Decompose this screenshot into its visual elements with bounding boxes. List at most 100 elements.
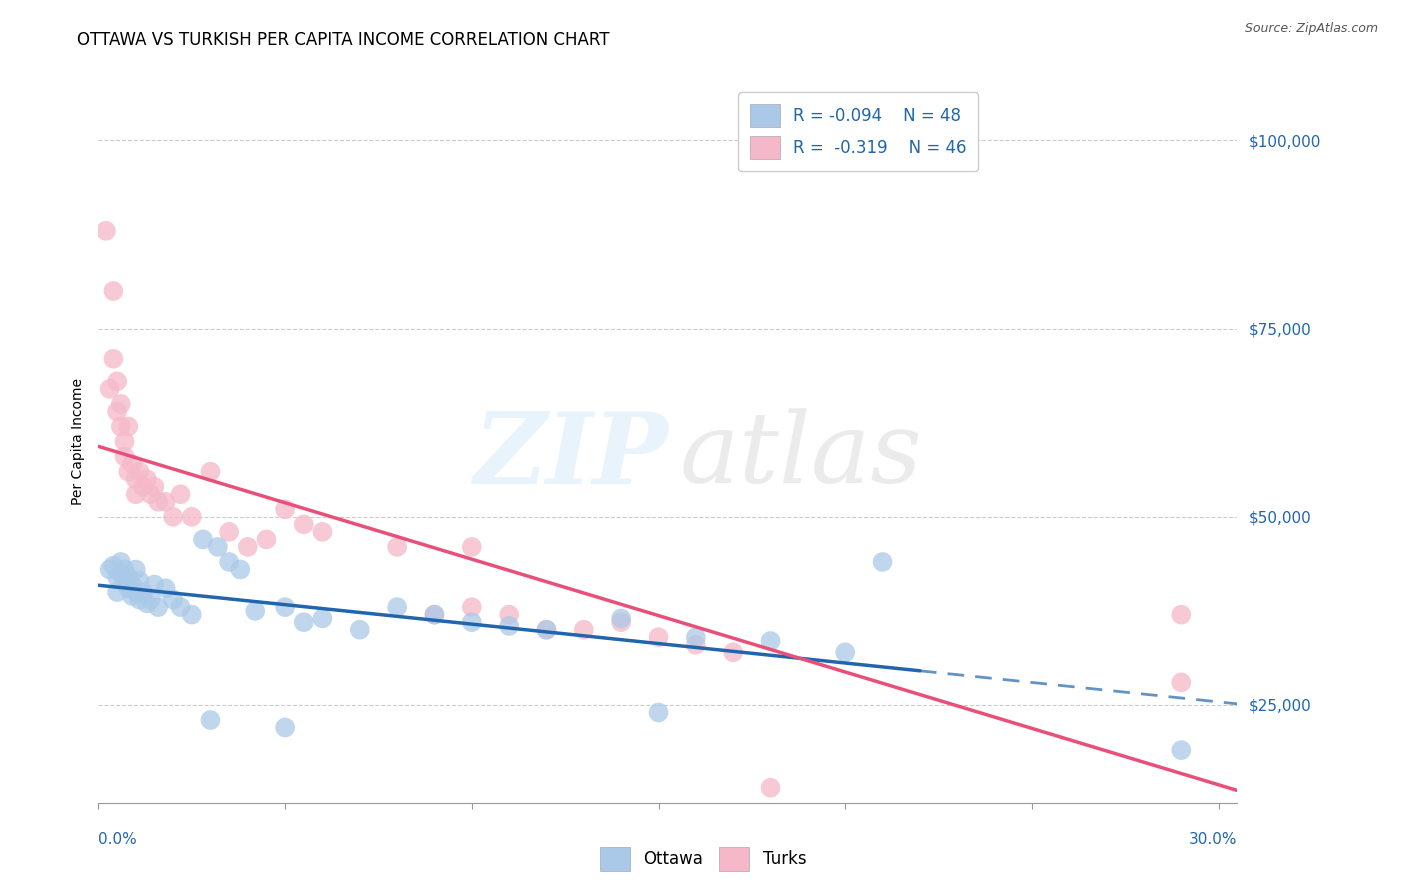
Point <box>423 607 446 622</box>
Point <box>114 450 136 464</box>
Point <box>125 487 148 501</box>
Point <box>759 634 782 648</box>
Point <box>139 487 162 501</box>
Point <box>128 574 150 588</box>
Point <box>114 434 136 449</box>
Point <box>105 374 128 388</box>
Point <box>759 780 782 795</box>
Point <box>498 619 520 633</box>
Point <box>292 517 315 532</box>
Point <box>721 645 744 659</box>
Point <box>117 465 139 479</box>
Text: OTTAWA VS TURKISH PER CAPITA INCOME CORRELATION CHART: OTTAWA VS TURKISH PER CAPITA INCOME CORR… <box>77 31 610 49</box>
Point <box>610 615 633 630</box>
Point <box>218 524 240 539</box>
Point <box>114 562 136 576</box>
Point <box>94 224 117 238</box>
Point <box>292 615 315 630</box>
Point <box>169 600 191 615</box>
Point <box>218 555 240 569</box>
Point <box>128 592 150 607</box>
Point <box>139 592 162 607</box>
Point <box>200 713 222 727</box>
Legend: Ottawa, Turks: Ottawa, Turks <box>592 839 814 880</box>
Point <box>311 611 333 625</box>
Point <box>125 562 148 576</box>
Point <box>143 577 166 591</box>
Legend: R = -0.094    N = 48, R =  -0.319    N = 46: R = -0.094 N = 48, R = -0.319 N = 46 <box>738 92 979 171</box>
Point <box>229 562 252 576</box>
Point <box>143 480 166 494</box>
Point <box>461 600 484 615</box>
Point <box>236 540 259 554</box>
Point <box>146 494 169 508</box>
Point <box>423 607 446 622</box>
Point <box>647 706 669 720</box>
Point <box>1170 743 1192 757</box>
Point <box>125 585 148 599</box>
Point <box>498 607 520 622</box>
Point <box>685 630 707 644</box>
Point <box>385 600 408 615</box>
Point <box>274 600 297 615</box>
Point <box>117 419 139 434</box>
Point <box>162 592 184 607</box>
Point <box>274 721 297 735</box>
Point <box>536 623 558 637</box>
Point <box>647 630 669 644</box>
Point <box>103 558 125 573</box>
Point <box>136 472 159 486</box>
Point <box>132 585 155 599</box>
Text: ZIP: ZIP <box>472 408 668 504</box>
Text: atlas: atlas <box>679 409 922 504</box>
Point <box>200 465 222 479</box>
Point <box>117 582 139 596</box>
Point <box>117 570 139 584</box>
Point <box>105 404 128 418</box>
Y-axis label: Per Capita Income: Per Capita Income <box>70 378 84 505</box>
Point <box>572 623 595 637</box>
Text: 0.0%: 0.0% <box>98 831 138 847</box>
Point <box>98 562 121 576</box>
Point <box>385 540 408 554</box>
Point <box>121 457 143 471</box>
Point <box>191 533 214 547</box>
Point <box>610 611 633 625</box>
Point <box>110 419 132 434</box>
Point <box>872 555 894 569</box>
Point <box>98 382 121 396</box>
Point <box>121 589 143 603</box>
Point <box>110 397 132 411</box>
Point <box>105 570 128 584</box>
Point <box>125 472 148 486</box>
Point <box>110 555 132 569</box>
Point <box>207 540 229 554</box>
Point <box>105 585 128 599</box>
Point <box>245 604 267 618</box>
Point <box>110 566 132 581</box>
Point <box>349 623 371 637</box>
Point <box>536 623 558 637</box>
Point <box>146 600 169 615</box>
Point <box>274 502 297 516</box>
Point <box>132 480 155 494</box>
Point <box>1170 607 1192 622</box>
Point <box>311 524 333 539</box>
Point <box>834 645 856 659</box>
Point <box>1170 675 1192 690</box>
Point <box>256 533 278 547</box>
Text: 30.0%: 30.0% <box>1189 831 1237 847</box>
Point <box>128 465 150 479</box>
Point <box>461 615 484 630</box>
Point <box>180 607 202 622</box>
Point <box>461 540 484 554</box>
Point <box>121 577 143 591</box>
Point <box>103 351 125 366</box>
Point <box>162 509 184 524</box>
Text: Source: ZipAtlas.com: Source: ZipAtlas.com <box>1244 22 1378 36</box>
Point <box>155 582 177 596</box>
Point <box>169 487 191 501</box>
Point <box>180 509 202 524</box>
Point <box>685 638 707 652</box>
Point <box>114 574 136 588</box>
